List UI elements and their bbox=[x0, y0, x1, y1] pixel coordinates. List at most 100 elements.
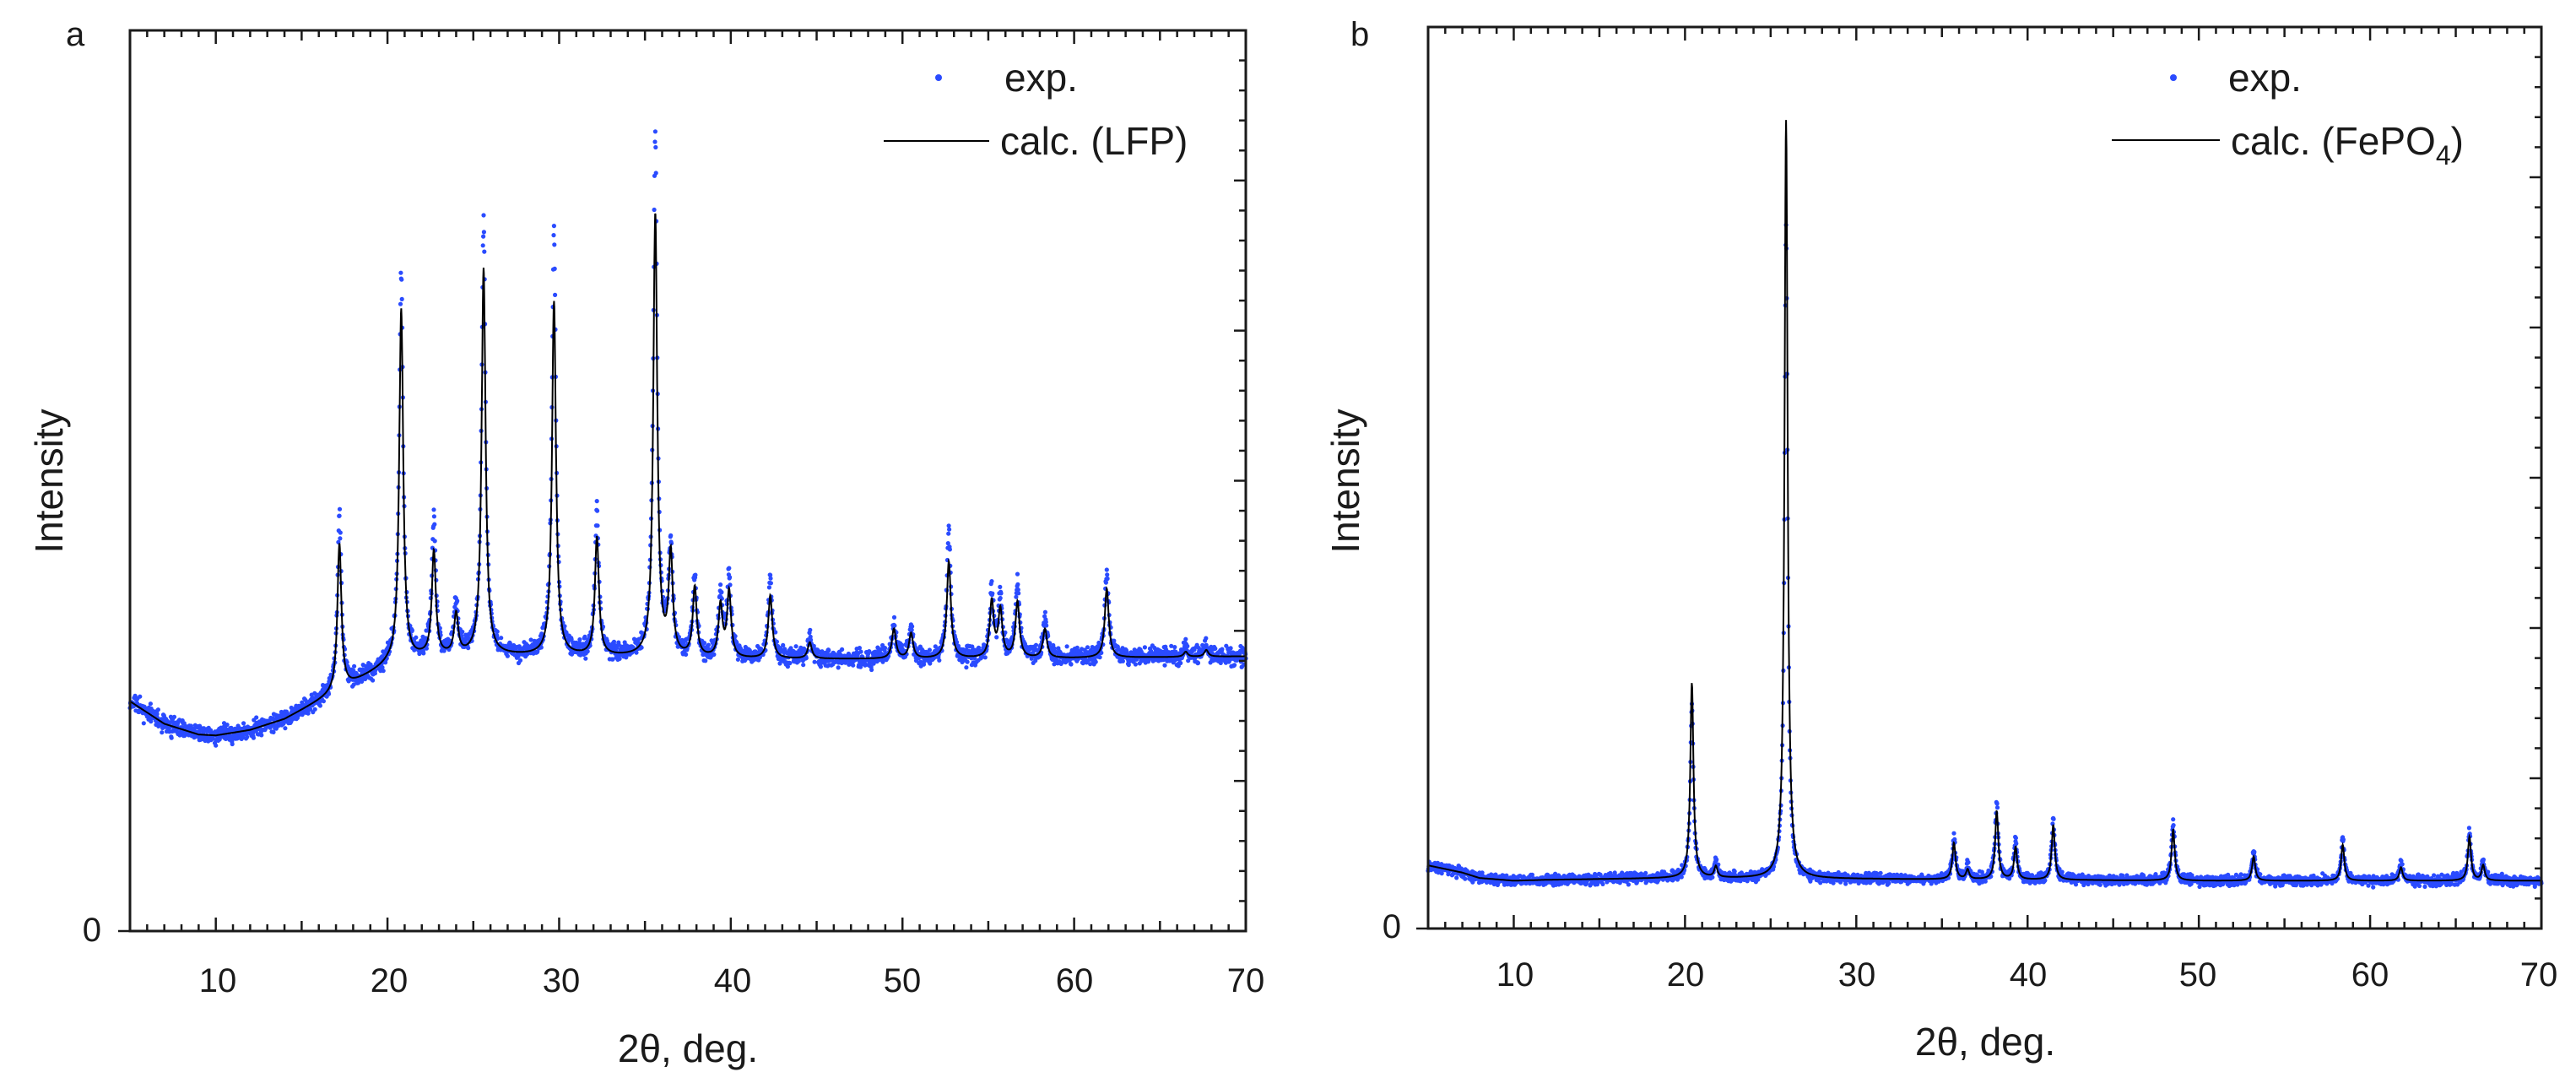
panel-a-exp-point bbox=[818, 664, 824, 669]
panel-a-exp-point bbox=[1228, 646, 1233, 651]
panel-b-exp-point bbox=[1886, 880, 1891, 885]
panel-a-exp-point bbox=[455, 598, 460, 604]
panel-b: b 10 20 30 40 50 60 70 0 2θ, deg. Intens… bbox=[1323, 16, 2557, 1064]
panel-a-exp-point bbox=[990, 591, 995, 596]
panel-a-exp-point bbox=[241, 721, 246, 726]
panel-b-exp-series bbox=[1426, 222, 2544, 890]
panel-a-exp-point bbox=[551, 233, 556, 238]
panel-a-exp-point bbox=[432, 539, 437, 544]
panel-a-xtick-label: 40 bbox=[714, 962, 752, 999]
panel-b-exp-point bbox=[1643, 870, 1648, 875]
panel-a-xtick-label: 50 bbox=[884, 962, 922, 999]
panel-a-exp-point bbox=[552, 266, 557, 271]
panel-a-exp-point bbox=[1142, 645, 1147, 650]
panel-a-exp-point bbox=[585, 649, 590, 654]
panel-a-exp-point bbox=[1105, 572, 1110, 577]
panel-a-exp-point bbox=[326, 691, 332, 696]
panel-a-exp-point bbox=[768, 576, 773, 581]
panel-a-exp-point bbox=[964, 665, 969, 670]
panel-a-exp-point bbox=[947, 547, 952, 552]
panel-a-exp-point bbox=[208, 728, 214, 733]
panel-a-exp-point bbox=[946, 523, 951, 528]
panel-a-exp-point bbox=[1105, 576, 1110, 582]
panel-a-exp-point bbox=[251, 735, 256, 740]
panel-a-xtick-label: 10 bbox=[199, 962, 237, 999]
panel-a-exp-point bbox=[171, 714, 177, 719]
panel-a-exp-point bbox=[466, 646, 471, 651]
panel-a-exp-point bbox=[1064, 644, 1069, 649]
panel-a-exp-point bbox=[160, 730, 165, 735]
panel-a-exp-point bbox=[431, 514, 436, 519]
panel-a-exp-point bbox=[154, 712, 160, 717]
panel-a-exp-point bbox=[1042, 609, 1047, 615]
panel-a-exp-point bbox=[858, 649, 863, 654]
panel-a-exp-point bbox=[1097, 655, 1102, 660]
panel-a-exp-point bbox=[1185, 643, 1190, 649]
panel-a-exp-point bbox=[998, 591, 1004, 596]
panel-a-legend-exp-label: exp. bbox=[1004, 56, 1078, 100]
panel-a-exp-point bbox=[259, 733, 264, 738]
panel-a-exp-point bbox=[1232, 663, 1237, 668]
panel-b-exp-point bbox=[1454, 875, 1459, 880]
panel-a-exp-point bbox=[1014, 594, 1019, 599]
panel-a-exp-point bbox=[409, 628, 414, 633]
panel-a-exp-point bbox=[1112, 638, 1117, 643]
panel-a-exp-point bbox=[421, 651, 426, 656]
panel-a-exp-point bbox=[787, 661, 793, 666]
panel-a-exp-point bbox=[808, 627, 813, 632]
panel-a-exp-point bbox=[141, 721, 146, 726]
panel-a-exp-point bbox=[321, 699, 326, 704]
panel-a-exp-point bbox=[481, 230, 487, 235]
panel-a-exp-point bbox=[869, 667, 874, 673]
panel-a-exp-point bbox=[317, 703, 322, 708]
panel-a-xtick-label: 60 bbox=[1056, 962, 1094, 999]
panel-b-exp-point bbox=[1600, 881, 1605, 886]
panel-b-exp-point bbox=[1714, 857, 1719, 862]
panel-a-exp-point bbox=[998, 584, 1003, 590]
panel-a-exp-point bbox=[149, 719, 154, 724]
panel-a-exp-point bbox=[1015, 582, 1020, 587]
panel-a-exp-point bbox=[399, 296, 404, 301]
panel-a-exp-point bbox=[254, 715, 259, 720]
panel-a-exp-point bbox=[652, 129, 658, 134]
panel-a-exp-point bbox=[517, 658, 523, 663]
panel-a-exp-point bbox=[551, 224, 557, 229]
panel-a-exp-point bbox=[728, 575, 733, 580]
panel-a-exp-point bbox=[989, 579, 994, 584]
panel-a-exp-point bbox=[793, 644, 798, 649]
panel-a-exp-point bbox=[230, 741, 235, 747]
panel-a-exp-point bbox=[1162, 663, 1167, 668]
panel-a-ticks bbox=[118, 29, 1247, 933]
panel-a-exp-point bbox=[351, 682, 356, 687]
panel-a-exp-point bbox=[283, 726, 288, 731]
panel-b-letter: b bbox=[1350, 16, 1369, 53]
panel-a-exp-point bbox=[399, 277, 404, 282]
panel-a-exp-point bbox=[1016, 591, 1021, 596]
panel-a-exp-point bbox=[684, 652, 689, 658]
panel-a-exp-point bbox=[701, 641, 707, 646]
panel-b-exp-point bbox=[1878, 870, 1883, 875]
panel-a-exp-point bbox=[482, 249, 487, 254]
panel-a-exp-point bbox=[371, 678, 376, 683]
panel-a-letter: a bbox=[66, 16, 85, 53]
panel-a-exp-point bbox=[891, 615, 897, 620]
panel-a-exp-point bbox=[214, 743, 219, 748]
panel-a-exp-point bbox=[946, 531, 951, 536]
panel-a-exp-point bbox=[460, 629, 465, 635]
panel-a-plot-frame bbox=[128, 29, 1247, 933]
panel-a-exp-point bbox=[804, 656, 809, 661]
panel-a-exp-point bbox=[169, 735, 174, 740]
panel-a-ytick-label: 0 bbox=[83, 912, 101, 949]
panel-a-exp-point bbox=[947, 527, 952, 532]
panel-b-exp-point bbox=[1439, 871, 1444, 876]
panel-b-exp-point bbox=[1843, 881, 1848, 886]
panel-a-exp-point bbox=[668, 533, 674, 539]
panel-a-exp-point bbox=[432, 522, 437, 527]
panel-a-exp-point bbox=[617, 656, 622, 662]
panel-a-exp-point bbox=[381, 669, 386, 674]
panel-a-exp-point bbox=[892, 623, 897, 628]
panel-a-exp-point bbox=[693, 572, 698, 577]
panel-a-xtick-label: 20 bbox=[371, 962, 409, 999]
panel-a-exp-point bbox=[414, 635, 419, 640]
panel-a-exp-point bbox=[867, 649, 872, 654]
